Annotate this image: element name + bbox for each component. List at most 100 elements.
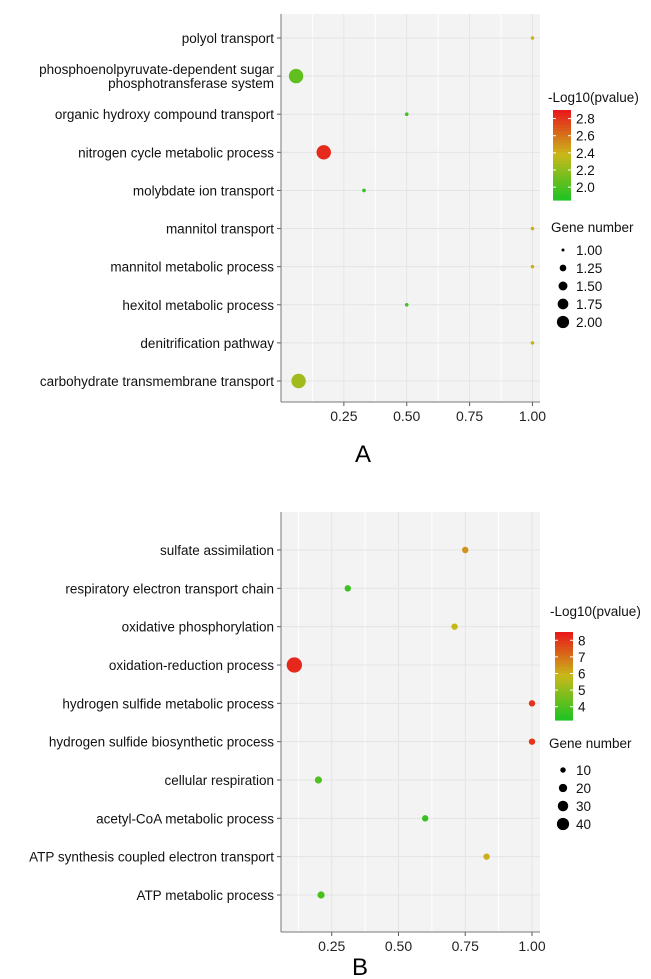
colorbar-tick-label: 2.8 — [576, 112, 595, 127]
y-tick-label: mannitol metabolic process — [110, 260, 274, 275]
size-legend-label: 1.75 — [576, 297, 602, 312]
colorbar-segment — [555, 678, 573, 683]
colorbar-tick-label: 2.4 — [576, 146, 595, 161]
colorbar-tick-label: 6 — [578, 667, 586, 682]
colorbar-segment — [555, 632, 573, 636]
size-legend-label: 40 — [576, 817, 591, 832]
colorbar-segment — [553, 182, 571, 186]
colorbar-segment — [555, 714, 573, 718]
y-tick-label: denitrification pathway — [140, 336, 274, 351]
y-tick-label: oxidation-reduction process — [109, 658, 274, 673]
colorbar-segment — [555, 670, 573, 674]
colorbar-segment — [553, 131, 571, 135]
x-tick-label: 0.25 — [318, 938, 345, 954]
colorbar-tick-label: 2.2 — [576, 163, 595, 178]
size-legend-point — [558, 783, 568, 793]
size-legend-label: 30 — [576, 799, 591, 814]
size-legend-label: 1.50 — [576, 279, 602, 294]
size-legend-point — [560, 767, 566, 773]
color-legend-title: -Log10(pvalue) — [550, 604, 641, 619]
colorbar-segment — [553, 170, 571, 174]
size-legend-point — [561, 248, 565, 252]
colorbar-segment — [553, 119, 571, 123]
colorbar-tick-label: 5 — [578, 683, 586, 698]
data-point — [362, 188, 366, 193]
size-legend-label: 20 — [576, 781, 591, 796]
data-point — [530, 264, 535, 269]
colorbar-segment — [555, 690, 573, 695]
colorbar-segment — [555, 655, 573, 659]
y-tick-label: polyol transport — [182, 31, 275, 46]
size-legend-label: 1.00 — [576, 243, 602, 258]
colorbar-segment — [553, 143, 571, 147]
colorbar-segment — [555, 646, 573, 651]
y-tick-label: acetyl-CoA metabolic process — [96, 811, 274, 826]
colorbar-segment — [553, 185, 571, 189]
data-point — [530, 36, 535, 40]
colorbar-segment — [553, 113, 571, 117]
y-tick-label: carbohydrate transmembrane transport — [40, 374, 274, 389]
colorbar-segment — [555, 664, 573, 668]
colorbar-segment — [555, 708, 573, 712]
size-legend-label: 10 — [576, 763, 591, 778]
colorbar-segment — [555, 667, 573, 671]
panel-b: 0.25 0.50 0.75 1.00 sulfate assimilation resp… — [29, 512, 641, 979]
data-point — [316, 145, 331, 160]
colorbar-segment — [553, 167, 571, 171]
colorbar-segment — [553, 110, 571, 114]
data-point — [528, 738, 536, 745]
x-tick-label: 0.50 — [393, 408, 420, 424]
size-legend-title: Gene number — [549, 736, 632, 751]
data-point — [528, 700, 536, 707]
x-tick-label: 0.50 — [385, 938, 412, 954]
colorbar-segment — [553, 179, 571, 183]
data-point — [530, 226, 535, 231]
colorbar-segment — [555, 702, 573, 706]
colorbar-segment — [553, 188, 571, 192]
y-tick-label: hexitol metabolic process — [122, 298, 274, 313]
colorbar-tick-label: 2.6 — [576, 129, 595, 144]
colorbar-segment — [555, 699, 573, 703]
panel-a: 0.25 0.50 0.75 1.00 polyol transport phosphoe… — [39, 14, 639, 468]
colorbar-tick-label: 4 — [578, 700, 586, 715]
colorbar-segment — [553, 194, 571, 198]
data-point — [421, 815, 429, 822]
data-point — [314, 776, 322, 784]
colorbar-segment — [555, 634, 573, 639]
plot-background — [281, 14, 540, 402]
colorbar-segment — [553, 155, 571, 159]
data-point — [288, 68, 304, 84]
x-tick-label: 1.00 — [519, 408, 546, 424]
size-legend-point — [556, 817, 570, 831]
colorbar-segment — [555, 673, 573, 677]
y-tick-label: molybdate ion transport — [133, 183, 274, 198]
colorbar-segment — [553, 140, 571, 144]
y-tick-label: ATP synthesis coupled electron transport — [29, 850, 274, 865]
y-tick-label: organic hydroxy compound transport — [55, 107, 274, 122]
panel-label: B — [352, 954, 368, 979]
colorbar-segment — [553, 164, 571, 168]
size-legend-point — [557, 800, 569, 812]
y-tick-label: phosphoenolpyruvate-dependent sugar phosp… — [39, 62, 274, 91]
colorbar-segment — [553, 128, 571, 132]
colorbar-segment — [553, 161, 571, 165]
y-tick-label: hydrogen sulfide biosynthetic process — [49, 735, 274, 750]
colorbar-segment — [553, 146, 571, 150]
data-point — [530, 341, 535, 345]
colorbar-segment — [553, 158, 571, 162]
colorbar-segment — [555, 696, 573, 701]
size-legend-label: 1.25 — [576, 261, 602, 276]
colorbar-segment — [555, 640, 573, 645]
y-tick-label: mannitol transport — [166, 222, 274, 237]
colorbar-tick-label: 7 — [578, 650, 586, 665]
data-point — [291, 373, 306, 389]
colorbar-segment — [555, 681, 573, 686]
colorbar-segment — [555, 637, 573, 642]
colorbar-segment — [555, 711, 573, 715]
colorbar-segment — [555, 687, 573, 692]
x-tick-label: 0.75 — [452, 938, 479, 954]
data-point — [404, 112, 409, 117]
colorbar-segment — [555, 676, 573, 680]
x-tick-label: 1.00 — [518, 938, 545, 954]
y-tick-label: sulfate assimilation — [160, 543, 274, 558]
